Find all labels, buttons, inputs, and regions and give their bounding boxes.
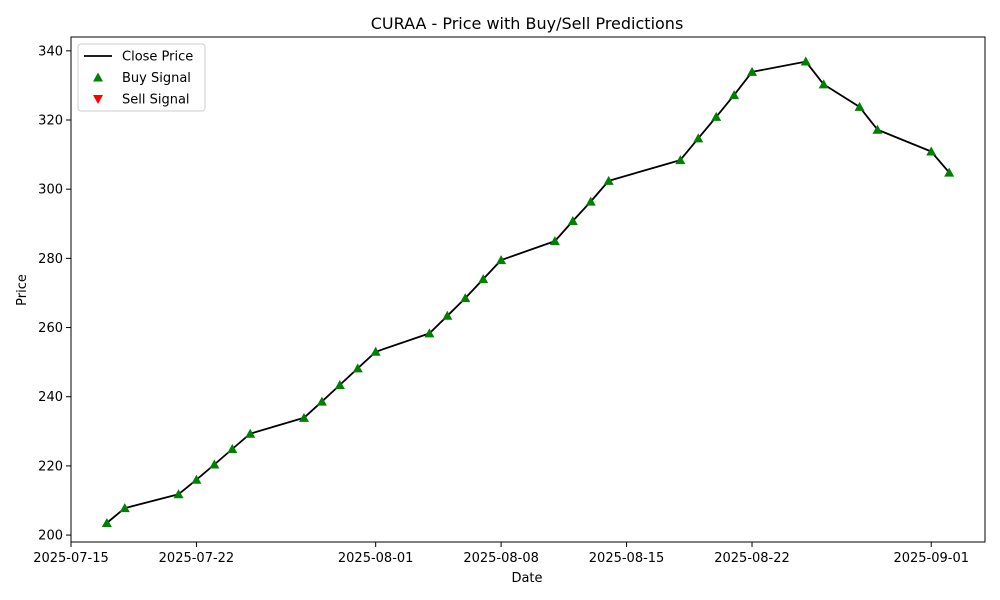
buy-signal-marker-1: [119, 503, 130, 513]
y-tick-label-7: 340: [38, 44, 63, 59]
buy-signal-marker-31: [944, 167, 955, 177]
y-tick-label-2: 240: [38, 390, 63, 405]
x-tick-label-6: 2025-09-01: [893, 551, 969, 566]
x-tick-label-4: 2025-08-15: [589, 551, 665, 566]
buy-signal-marker-25: [747, 66, 758, 76]
legend-label-buy-signal: Buy Signal: [122, 71, 191, 86]
y-tick-label-3: 260: [38, 321, 63, 336]
buy-signal-marker-14: [460, 293, 471, 303]
y-tick-label-6: 320: [38, 114, 63, 129]
buy-signal-marker-13: [442, 310, 453, 320]
buy-signal-marker-11: [370, 346, 381, 356]
x-tick-label-1: 2025-07-22: [159, 551, 235, 566]
buy-signal-marker-3: [191, 474, 202, 484]
buy-signal-marker-0: [101, 517, 112, 527]
x-tick-label-5: 2025-08-22: [714, 551, 790, 566]
buy-signal-marker-29: [872, 124, 883, 134]
buy-signal-marker-7: [298, 412, 309, 422]
axes-frame: [70, 36, 986, 543]
buy-signal-marker-23: [711, 111, 722, 121]
legend-label-close-price: Close Price: [122, 50, 193, 65]
axes: 2025-07-15 2025-07-22 2025-08-01 2025-08-08…: [33, 36, 986, 566]
buy-signal-marker-10: [352, 363, 363, 373]
y-tick-label-0: 200: [38, 529, 63, 544]
legend-handle-buy-signal: [93, 72, 103, 82]
buy-signal-marker-5: [227, 443, 238, 453]
buy-signal-marker-17: [549, 236, 560, 246]
legend-box: [77, 43, 206, 112]
buy-signal-marker-18: [567, 216, 578, 226]
buy-signal-marker-26: [800, 56, 811, 66]
x-tick-label-3: 2025-08-08: [463, 551, 539, 566]
y-axis-title: Price: [15, 274, 30, 306]
buy-signal-marker-16: [496, 255, 507, 265]
buy-signal-marker-2: [173, 489, 184, 499]
buy-signal-marker-20: [603, 175, 614, 185]
buy-signal-marker-24: [729, 90, 740, 100]
y-tick-label-5: 300: [38, 183, 63, 198]
buy-signal-marker-30: [926, 146, 937, 156]
y-tick-label-4: 280: [38, 252, 63, 267]
x-axis-title: Date: [511, 571, 542, 586]
legend-label-sell-signal: Sell Signal: [122, 93, 190, 108]
buy-signal-marker-4: [209, 459, 220, 469]
buy-signal-marker-15: [478, 274, 489, 284]
buy-signal-marker-9: [334, 379, 345, 389]
legend-handle-sell-signal: [93, 95, 103, 104]
buy-signal-marker-21: [675, 155, 686, 165]
x-tick-label-2: 2025-08-01: [338, 551, 414, 566]
buy-signal-marker-27: [818, 79, 829, 89]
y-tick-label-1: 220: [38, 459, 63, 474]
buy-signal-marker-19: [585, 196, 596, 206]
buy-signal-marker-8: [316, 396, 327, 406]
plot-area: [101, 56, 955, 527]
buy-signal-marker-28: [854, 101, 865, 111]
buy-signal-marker-6: [245, 428, 256, 438]
buy-signal-marker-12: [424, 328, 435, 338]
legend: Close Price Buy Signal Sell Signal: [77, 43, 206, 112]
close-price-line: [106, 60, 950, 524]
chart-title: CURAA - Price with Buy/Sell Predictions: [371, 14, 684, 33]
x-tick-label-0: 2025-07-15: [33, 551, 109, 566]
buy-signal-marker-22: [693, 133, 704, 143]
